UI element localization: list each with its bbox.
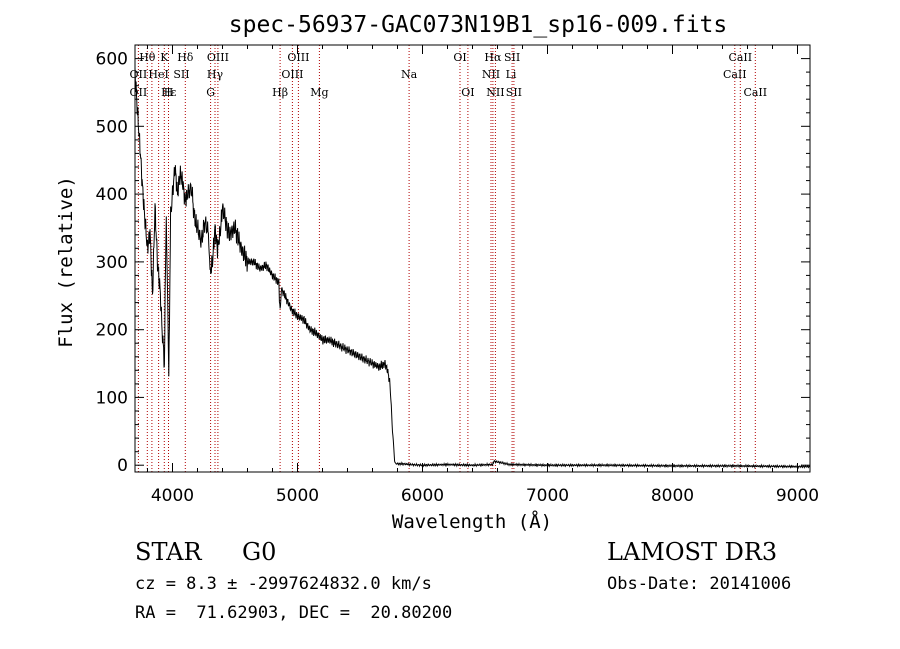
line-label: Hα — [484, 51, 502, 64]
chart-title: spec-56937-GAC073N19B1_sp16-009.fits — [229, 12, 728, 38]
y-axis-label: Flux (relative) — [55, 176, 77, 348]
y-tick-label: 300 — [96, 253, 128, 273]
x-tick-label: 7000 — [526, 486, 569, 506]
line-label: OI — [453, 51, 466, 64]
line-label: Hθ — [139, 51, 156, 64]
x-tick-label: 8000 — [651, 486, 694, 506]
line-label: OII — [130, 68, 148, 81]
line-label: NII — [482, 68, 500, 81]
survey-name: LAMOST DR3 — [607, 538, 778, 566]
x-tick-label: 5000 — [276, 486, 319, 506]
line-label: SII — [506, 86, 522, 99]
y-tick-label: 0 — [117, 456, 128, 476]
obs-date: Obs-Date: 20141006 — [607, 574, 792, 594]
line-label: K — [160, 51, 169, 64]
line-label: OIII — [207, 51, 229, 64]
line-label: OII — [130, 86, 148, 99]
line-label: SII — [173, 68, 189, 81]
x-tick-label: 6000 — [401, 486, 444, 506]
line-label: Hε — [161, 86, 177, 99]
redshift-line: cz = 8.3 ± -2997624832.0 km/s — [135, 574, 432, 594]
y-tick-label: 200 — [96, 321, 128, 341]
line-label: NII — [486, 86, 504, 99]
line-label: CaII — [723, 68, 747, 81]
line-label: Hγ — [207, 68, 224, 81]
line-label: CaII — [743, 86, 767, 99]
coordinates: RA = 71.62903, DEC = 20.80200 — [135, 603, 453, 623]
line-label: Hβ — [272, 86, 288, 99]
line-label: G — [206, 86, 215, 99]
line-label: OIII — [287, 51, 309, 64]
y-tick-label: 600 — [96, 50, 128, 70]
line-label: Na — [401, 68, 418, 81]
spectrum-line — [134, 67, 811, 470]
axis-ticks: 4000 5000 6000 7000 8000 9000 0 100 200 300 400 500… — [96, 44, 819, 506]
y-tick-label: 400 — [96, 185, 128, 205]
line-label: Li — [506, 68, 517, 81]
line-label: Mg — [310, 86, 328, 99]
plot-frame — [134, 44, 811, 473]
y-tick-label: 500 — [96, 117, 128, 137]
x-axis-label: Wavelength (Å) — [392, 510, 552, 533]
emission-line-markers — [137, 45, 756, 472]
spectrum-plot: spec-56937-GAC073N19B1_sp16-009.fits Hθ K… — [55, 12, 819, 533]
line-label: OIII — [281, 68, 303, 81]
line-label: CaII — [728, 51, 752, 64]
object-subclass: G0 — [242, 538, 277, 566]
line-label: OI — [461, 86, 474, 99]
line-label: Hδ — [177, 51, 194, 64]
line-label: HeI — [148, 68, 168, 81]
y-tick-label: 100 — [96, 388, 128, 408]
x-tick-label: 4000 — [151, 486, 194, 506]
object-class: STAR — [135, 538, 202, 566]
line-label: SII — [504, 51, 520, 64]
line-label: H — [164, 86, 174, 99]
x-tick-label: 9000 — [776, 486, 819, 506]
